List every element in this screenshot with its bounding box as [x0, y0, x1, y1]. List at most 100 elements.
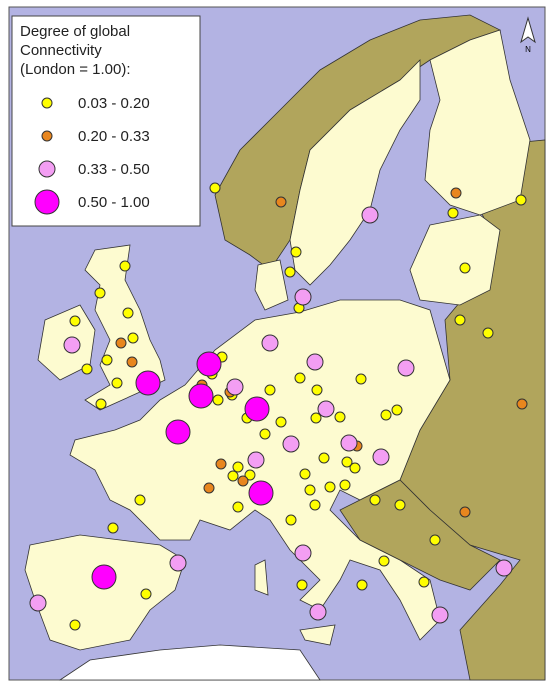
- city-marker: [203, 482, 215, 494]
- city-marker: [516, 398, 528, 410]
- legend-symbol: [34, 189, 60, 215]
- legend-label: 0.20 - 0.33: [78, 128, 150, 145]
- city-marker: [119, 260, 131, 272]
- city-marker: [248, 480, 274, 506]
- city-marker: [188, 383, 214, 409]
- city-marker: [244, 396, 270, 422]
- city-marker: [122, 307, 134, 319]
- legend-title: (London = 1.00):: [20, 61, 131, 78]
- city-marker: [95, 398, 107, 410]
- city-marker: [115, 337, 127, 349]
- city-marker: [127, 332, 139, 344]
- city-marker: [259, 428, 271, 440]
- city-marker: [232, 461, 244, 473]
- legend-title: Degree of global: [20, 23, 130, 40]
- city-marker: [215, 458, 227, 470]
- city-marker: [306, 353, 324, 371]
- city-marker: [209, 182, 221, 194]
- city-marker: [450, 187, 462, 199]
- city-marker: [244, 469, 256, 481]
- city-marker: [372, 448, 390, 466]
- city-marker: [94, 287, 106, 299]
- city-marker: [91, 564, 117, 590]
- city-marker: [309, 499, 321, 511]
- city-marker: [69, 619, 81, 631]
- legend-label: 0.50 - 1.00: [78, 194, 150, 211]
- city-marker: [227, 470, 239, 482]
- city-marker: [284, 266, 296, 278]
- city-marker: [63, 336, 81, 354]
- city-marker: [135, 370, 161, 396]
- land-corsica-sardinia: [254, 559, 269, 596]
- city-marker: [196, 351, 222, 377]
- land-balkans: [339, 479, 501, 591]
- city-marker: [482, 327, 494, 339]
- city-marker: [324, 481, 336, 493]
- city-marker: [294, 372, 306, 384]
- city-marker: [355, 373, 367, 385]
- city-marker: [140, 588, 152, 600]
- city-marker: [318, 452, 330, 464]
- city-marker: [391, 404, 403, 416]
- city-marker: [495, 559, 513, 577]
- city-marker: [447, 207, 459, 219]
- land-denmark: [254, 259, 289, 311]
- city-marker: [349, 462, 361, 474]
- city-marker: [81, 363, 93, 375]
- city-marker: [334, 411, 346, 423]
- city-marker: [361, 206, 379, 224]
- legend-symbol: [41, 97, 53, 109]
- city-marker: [515, 194, 527, 206]
- city-marker: [29, 594, 47, 612]
- city-marker: [339, 479, 351, 491]
- land-britain: [84, 244, 166, 411]
- city-marker: [309, 603, 327, 621]
- city-marker: [317, 400, 335, 418]
- city-marker: [226, 378, 244, 396]
- legend-label: 0.33 - 0.50: [78, 161, 150, 178]
- city-marker: [296, 579, 308, 591]
- city-markers: [29, 182, 528, 631]
- land-sicily: [299, 624, 336, 646]
- legend-label: 0.03 - 0.20: [78, 95, 150, 112]
- city-marker: [282, 435, 300, 453]
- city-marker: [459, 506, 471, 518]
- city-marker: [264, 384, 276, 396]
- city-marker: [134, 494, 146, 506]
- legend: Degree of global Connectivity (London = 1.…: [20, 23, 150, 215]
- city-marker: [107, 522, 119, 534]
- city-marker: [454, 314, 466, 326]
- city-marker: [299, 468, 311, 480]
- city-marker: [247, 451, 265, 469]
- land-finland: [424, 29, 531, 216]
- land-sweden: [289, 59, 421, 286]
- city-marker: [394, 499, 406, 511]
- city-marker: [275, 196, 287, 208]
- city-marker: [275, 416, 287, 428]
- city-marker: [459, 262, 471, 274]
- city-marker: [341, 456, 353, 468]
- land-baltics: [409, 214, 501, 306]
- city-marker: [431, 606, 449, 624]
- city-marker: [165, 419, 191, 445]
- city-marker: [294, 288, 312, 306]
- city-marker: [356, 579, 368, 591]
- legend-symbol: [41, 130, 53, 142]
- legend-title: Connectivity: [20, 42, 102, 59]
- land: [24, 14, 546, 681]
- city-marker: [285, 514, 297, 526]
- legend-symbol: [38, 160, 56, 178]
- city-marker: [237, 475, 249, 487]
- city-marker: [429, 534, 441, 546]
- city-marker: [261, 334, 279, 352]
- city-marker: [369, 494, 381, 506]
- city-marker: [69, 315, 81, 327]
- city-marker: [380, 409, 392, 421]
- city-marker: [311, 384, 323, 396]
- north-arrow: [520, 16, 536, 44]
- city-marker: [101, 354, 113, 366]
- city-marker: [304, 484, 316, 496]
- city-marker: [378, 555, 390, 567]
